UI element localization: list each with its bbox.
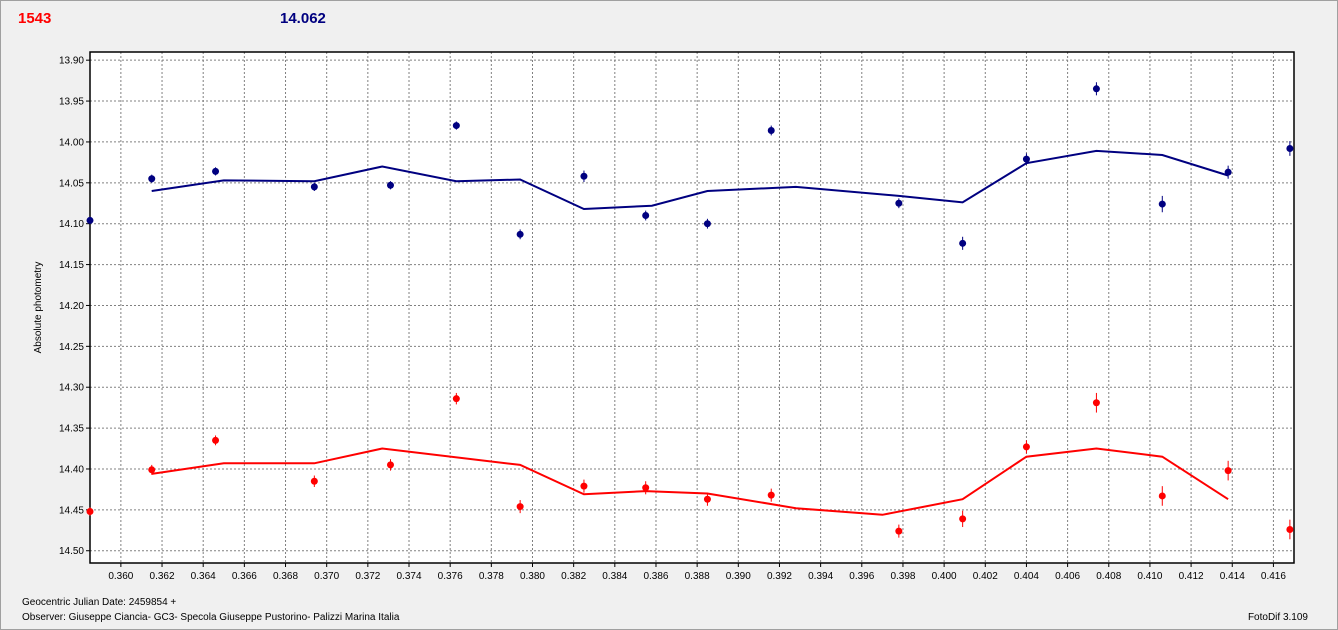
x-tick-label: 0.414: [1220, 571, 1245, 582]
x-tick-label: 0.412: [1179, 571, 1204, 582]
series-1-data-point: [1158, 492, 1166, 500]
y-tick-label: 13.95: [59, 97, 84, 108]
y-tick-label: 14.20: [59, 301, 84, 312]
series-1-data-point: [642, 484, 650, 492]
series-0-data-point: [703, 220, 711, 228]
header-right-value: 14.062: [280, 10, 326, 27]
y-tick-label: 14.40: [59, 464, 84, 475]
series-1-data-point: [148, 466, 156, 474]
footer-julian-date: Geocentric Julian Date: 2459854 +: [22, 597, 177, 608]
y-tick-label: 14.05: [59, 178, 84, 189]
series-1-data-point: [1022, 443, 1030, 451]
x-tick-label: 0.394: [808, 571, 833, 582]
series-0-data-point: [959, 239, 967, 247]
plot-area: [90, 52, 1294, 563]
x-tick-label: 0.408: [1096, 571, 1121, 582]
y-tick-label: 14.50: [59, 546, 84, 557]
series-1-data-point: [1224, 467, 1232, 475]
series-0-data-point: [1286, 144, 1294, 152]
y-tick-label: 14.35: [59, 424, 84, 435]
y-axis-label: Absolute photometry: [33, 262, 44, 354]
series-0-data-point: [1092, 85, 1100, 93]
series-1-data-point: [1286, 525, 1294, 533]
y-tick-label: 14.25: [59, 342, 84, 353]
x-tick-label: 0.388: [685, 571, 710, 582]
series-1-data-point: [212, 436, 220, 444]
series-1-data-point: [959, 515, 967, 523]
series-0-data-point: [580, 172, 588, 180]
x-tick-label: 0.386: [643, 571, 668, 582]
x-tick-label: 0.402: [973, 571, 998, 582]
header-left-value: 1543: [18, 10, 52, 27]
series-1-data-point: [516, 503, 524, 511]
series-0-data-point: [1224, 168, 1232, 176]
x-tick-label: 0.366: [232, 571, 257, 582]
series-0-data-point: [895, 199, 903, 207]
x-tick-label: 0.382: [561, 571, 586, 582]
x-tick-label: 0.362: [150, 571, 175, 582]
series-0-data-point: [386, 181, 394, 189]
y-tick-label: 14.45: [59, 505, 84, 516]
series-1-data-point: [895, 527, 903, 535]
x-tick-label: 0.374: [396, 571, 421, 582]
series-1-data-point: [1092, 399, 1100, 407]
footer-software-version: FotoDif 3.109: [1247, 612, 1308, 623]
series-0-data-point: [642, 212, 650, 220]
series-0-data-point: [1022, 155, 1030, 163]
y-tick-label: 14.10: [59, 219, 84, 230]
x-tick-label: 0.376: [438, 571, 463, 582]
series-1-data-point: [386, 461, 394, 469]
y-tick-label: 14.00: [59, 137, 84, 148]
series-0-data-point: [1158, 200, 1166, 208]
x-tick-label: 0.416: [1261, 571, 1286, 582]
x-tick-label: 0.404: [1014, 571, 1039, 582]
x-tick-label: 0.410: [1137, 571, 1162, 582]
x-tick-label: 0.398: [890, 571, 915, 582]
series-0-data-point: [212, 167, 220, 175]
series-0-data-point: [86, 216, 94, 224]
x-tick-label: 0.380: [520, 571, 545, 582]
x-tick-label: 0.406: [1055, 571, 1080, 582]
series-1-data-point: [767, 491, 775, 499]
plot-frame: [89, 51, 1295, 564]
series-0-data-point: [516, 230, 524, 238]
y-tick-label: 14.15: [59, 260, 84, 271]
x-tick-label: 0.392: [767, 571, 792, 582]
series-1-data-point: [452, 395, 460, 403]
series-0-fit-line: [151, 149, 1229, 211]
x-tick-label: 0.396: [849, 571, 874, 582]
series-0-data-point: [310, 183, 318, 191]
footer-observer: Observer: Giuseppe Ciancia- GC3- Specola…: [22, 612, 400, 623]
x-tick-label: 0.370: [314, 571, 339, 582]
series-0-data-point: [767, 126, 775, 134]
series-0-data-point: [452, 122, 460, 130]
y-tick-label: 14.30: [59, 383, 84, 394]
x-tick-label: 0.372: [355, 571, 380, 582]
series-1-data-point: [580, 482, 588, 490]
x-tick-label: 0.378: [479, 571, 504, 582]
series-1-data-point: [86, 507, 94, 515]
series-0-data-point: [148, 175, 156, 183]
series-1-data-point: [703, 495, 711, 503]
series-1-data-point: [310, 477, 318, 485]
x-tick-label: 0.360: [108, 571, 133, 582]
x-tick-label: 0.390: [726, 571, 751, 582]
y-tick-label: 13.90: [59, 56, 84, 67]
x-tick-label: 0.364: [191, 571, 216, 582]
x-tick-label: 0.368: [273, 571, 298, 582]
x-tick-label: 0.400: [932, 571, 957, 582]
x-tick-label: 0.384: [602, 571, 627, 582]
